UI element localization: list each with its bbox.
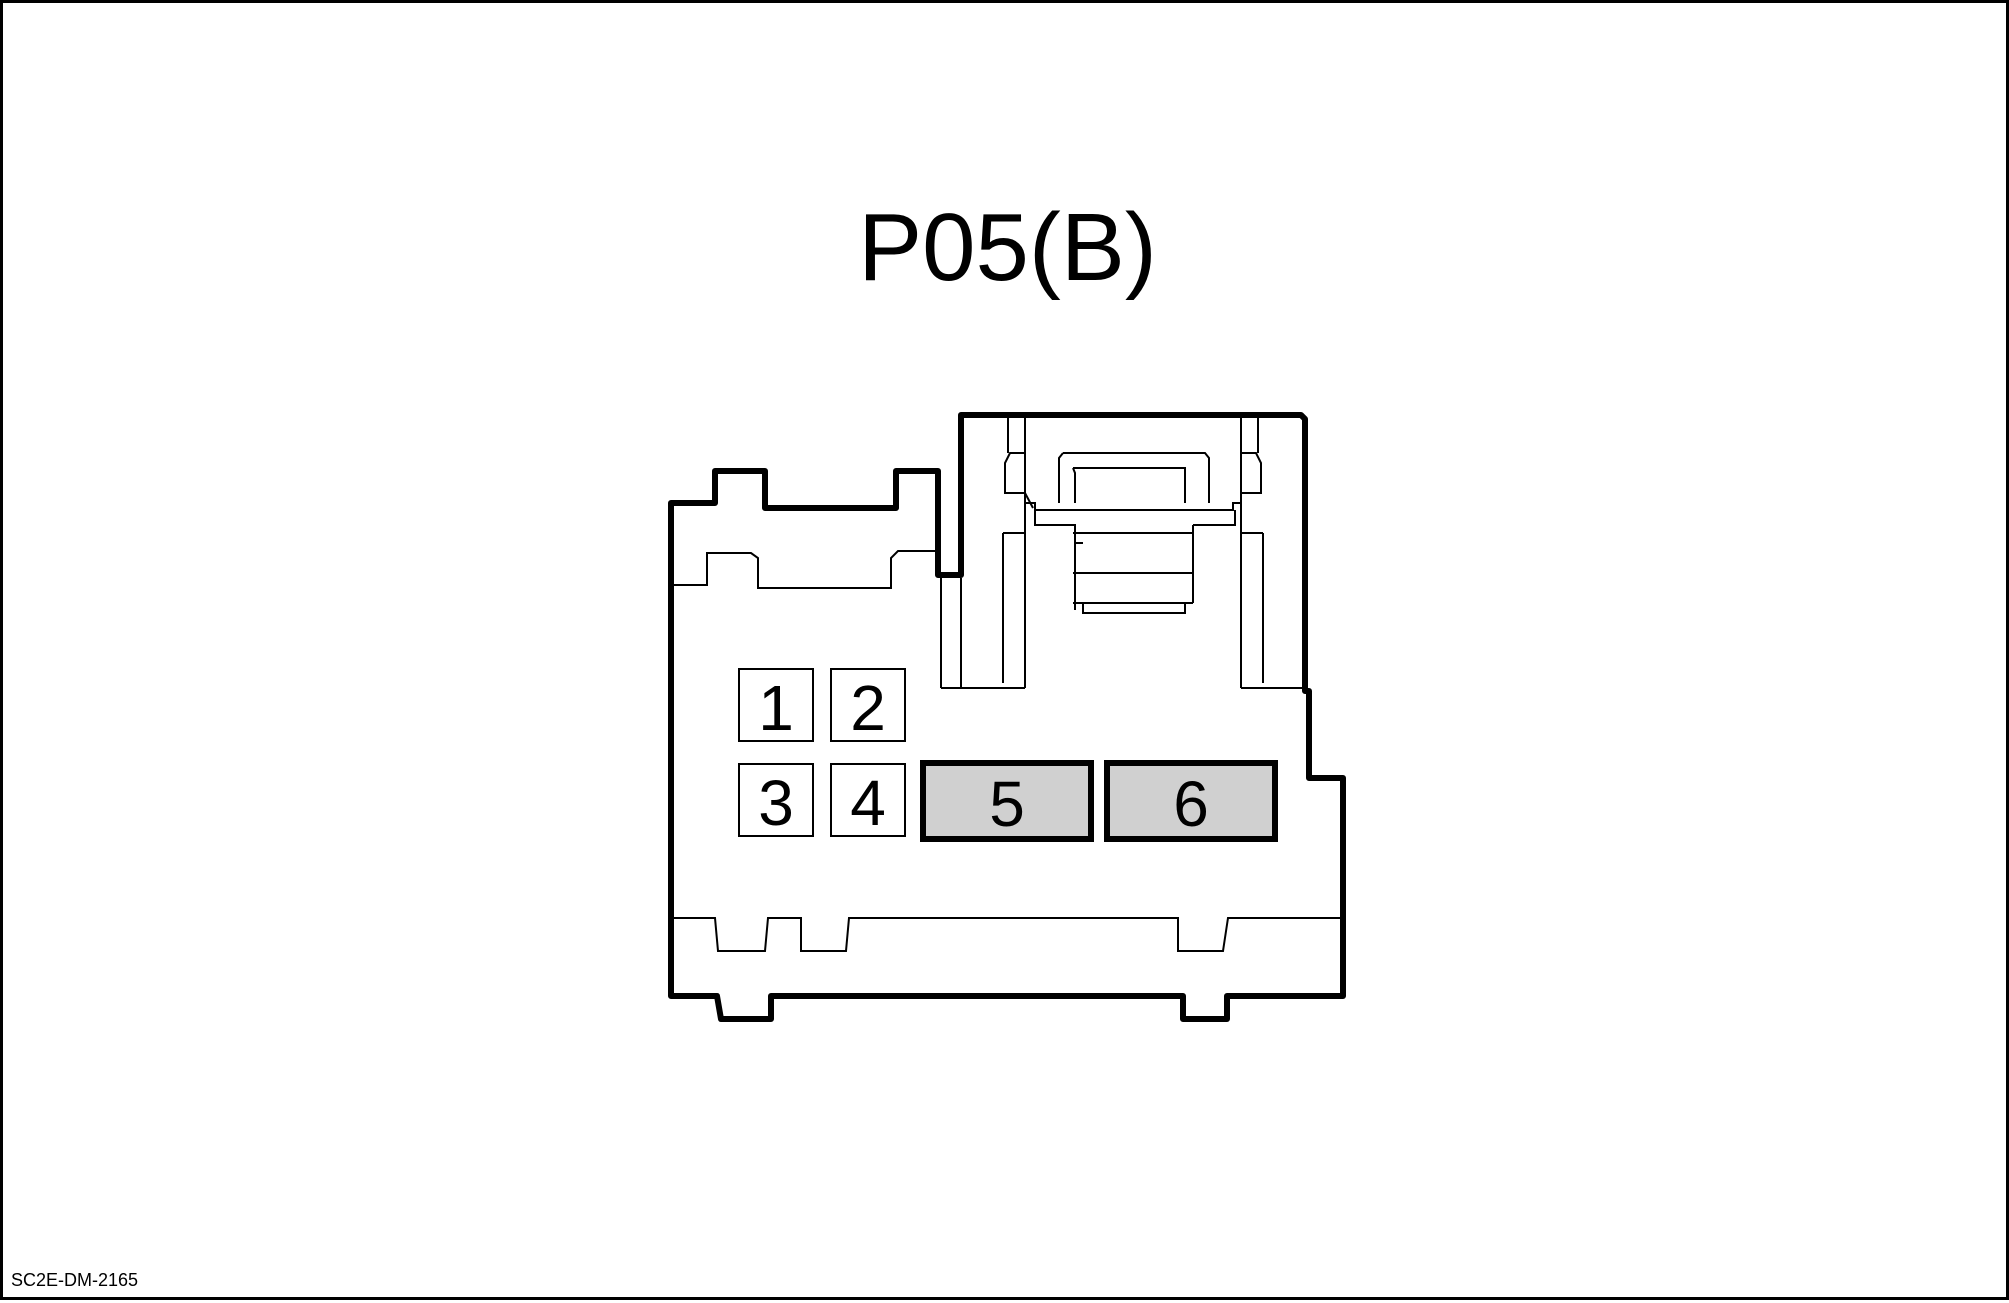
pin-3: 3 bbox=[738, 763, 814, 839]
pin-1-cavity bbox=[738, 668, 814, 742]
diagram-code: SC2E-DM-2165 bbox=[11, 1270, 139, 1290]
connector-housing-outline bbox=[668, 412, 1346, 1022]
pin-4-label: 4 bbox=[850, 767, 886, 839]
locking-latch bbox=[940, 415, 1305, 689]
pin-1-label: 1 bbox=[758, 672, 794, 744]
pin-4: 4 bbox=[830, 763, 906, 839]
pin-3-label: 3 bbox=[758, 767, 794, 839]
pin-2-cavity bbox=[830, 668, 906, 742]
pin-1: 1 bbox=[738, 668, 814, 744]
housing-inner-ledge bbox=[673, 550, 938, 589]
pin-5-label: 5 bbox=[989, 768, 1025, 840]
pin-6-label: 6 bbox=[1173, 768, 1209, 840]
connector-title: P05(B) bbox=[858, 194, 1157, 301]
pin-2-label: 2 bbox=[850, 672, 886, 744]
pin-2: 2 bbox=[830, 668, 906, 744]
pin-5-cavity bbox=[920, 760, 1094, 842]
pin-5: 5 bbox=[920, 760, 1094, 842]
pin-6: 6 bbox=[1104, 760, 1278, 842]
connector-drawing: 1 2 3 4 5 6 bbox=[668, 412, 1346, 1022]
pin-6-cavity bbox=[1104, 760, 1278, 842]
pin-4-cavity bbox=[830, 763, 906, 837]
pin-3-cavity bbox=[738, 763, 814, 837]
housing-lower-ledge bbox=[673, 917, 1341, 952]
